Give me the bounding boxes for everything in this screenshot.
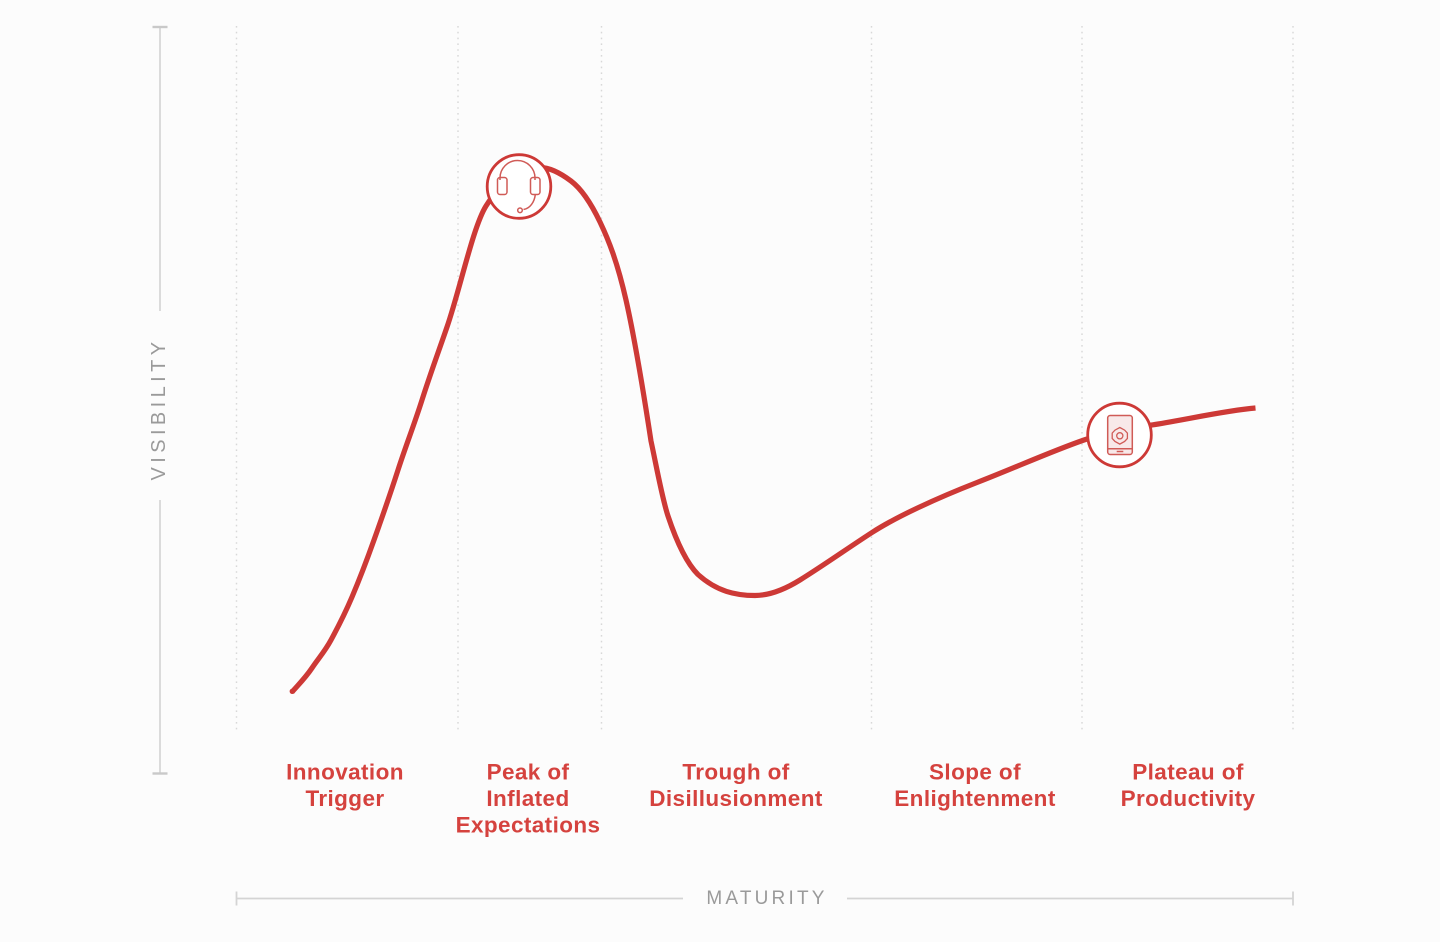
svg-text:Trigger: Trigger	[305, 786, 384, 811]
svg-text:Slope of: Slope of	[929, 760, 1021, 785]
svg-text:Plateau of: Plateau of	[1132, 760, 1244, 785]
svg-text:Inflated: Inflated	[486, 786, 569, 811]
svg-text:Enlightenment: Enlightenment	[894, 786, 1056, 811]
svg-text:Peak of: Peak of	[487, 760, 570, 785]
svg-text:Innovation: Innovation	[286, 760, 404, 785]
svg-text:MATURITY: MATURITY	[706, 888, 827, 909]
svg-text:VISIBILITY: VISIBILITY	[148, 338, 170, 481]
svg-text:Expectations: Expectations	[456, 813, 601, 838]
svg-text:Trough of: Trough of	[682, 760, 789, 785]
svg-text:Disillusionment: Disillusionment	[649, 786, 823, 811]
svg-text:Productivity: Productivity	[1121, 786, 1256, 811]
